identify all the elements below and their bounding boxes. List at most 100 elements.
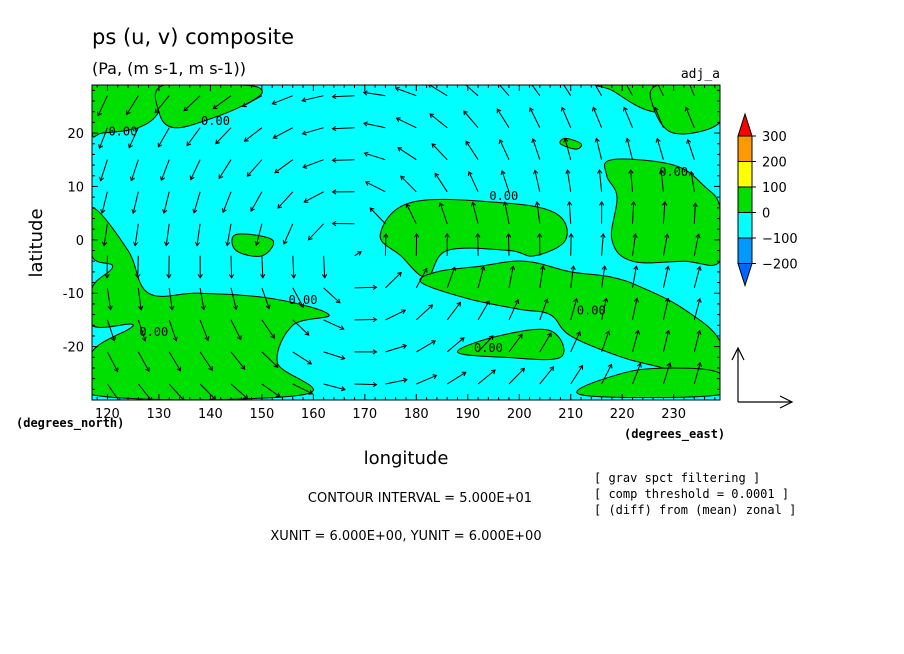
wind-vector <box>462 85 479 97</box>
x-tick-label: 160 <box>301 407 326 422</box>
filter-line-3: [ (diff) from (mean) zonal ] <box>594 503 796 517</box>
wind-vector <box>243 127 263 142</box>
contour-region-4 <box>603 158 720 266</box>
x-tick-label: 220 <box>610 407 635 422</box>
reference-vector <box>731 346 794 409</box>
wind-vector <box>250 191 263 212</box>
wind-vector <box>477 265 486 289</box>
wind-vector <box>321 255 328 279</box>
wind-vector <box>166 255 172 279</box>
wind-vector <box>405 203 417 225</box>
wind-vector <box>662 265 671 289</box>
wind-vector <box>626 85 633 96</box>
wind-vector <box>622 106 633 128</box>
wind-vector <box>272 127 294 139</box>
contour-region-8 <box>456 328 565 361</box>
contour-label-7: 0.00 <box>474 341 503 355</box>
wind-vector <box>570 331 581 353</box>
wind-vector <box>496 108 510 128</box>
wind-vector <box>566 200 573 224</box>
wind-vector <box>508 367 526 385</box>
wind-vector <box>632 297 639 321</box>
colorbar-cap-bottom <box>737 263 753 288</box>
wind-vector <box>126 95 139 116</box>
wind-vector <box>568 232 574 256</box>
wind-vector <box>693 265 702 289</box>
wind-vector <box>463 110 479 129</box>
wind-vector <box>260 255 266 279</box>
wind-vector <box>197 255 203 279</box>
x-tick-label: 190 <box>455 407 480 422</box>
wind-vector <box>331 220 355 227</box>
wind-vector <box>137 351 150 373</box>
wind-vector <box>183 95 201 112</box>
x-unit-label: (degrees_east) <box>624 427 725 442</box>
wind-vector <box>477 335 494 353</box>
wind-vector <box>531 85 541 96</box>
wind-vector <box>277 191 294 209</box>
wind-vector <box>594 85 603 96</box>
wind-vector <box>261 287 271 310</box>
wind-vector <box>199 287 206 311</box>
wind-vector <box>662 233 670 256</box>
wind-vector <box>199 351 213 371</box>
wind-vector <box>157 127 170 148</box>
wind-vector <box>413 232 420 256</box>
experiment-tag: adj_a <box>681 67 720 82</box>
wind-vector <box>438 202 448 224</box>
wind-vector <box>354 284 378 291</box>
wind-vector <box>246 159 263 177</box>
wind-vector <box>529 107 541 128</box>
wind-vector <box>230 383 249 400</box>
wind-vector <box>599 200 605 224</box>
wind-vector <box>215 127 232 145</box>
wind-vector <box>446 337 465 353</box>
wind-vector <box>133 223 139 247</box>
wind-vector <box>662 297 671 321</box>
wind-vector <box>662 200 668 224</box>
contour-label-3: 0.00 <box>659 165 688 179</box>
colorbar-label: 0 <box>762 207 770 222</box>
contour-label-6: 0.00 <box>577 304 606 318</box>
wind-vector <box>508 265 516 288</box>
x-axis-label: longitude <box>364 448 449 469</box>
wind-vector <box>194 223 201 247</box>
wind-vector <box>628 168 634 192</box>
chart-subtitle: (Pa, (m s-1, m s-1)) <box>92 59 246 78</box>
x-tick-label: 210 <box>558 407 583 422</box>
y-unit-label: (degrees_north) <box>16 416 124 431</box>
wind-vector <box>693 297 702 321</box>
wind-vector <box>625 137 633 160</box>
filled-contours <box>92 85 720 400</box>
chart-title: ps (u, v) composite <box>92 25 294 49</box>
wind-vector <box>563 137 572 160</box>
colorbar-label: 100 <box>762 181 787 196</box>
wind-vector <box>601 297 609 321</box>
wind-vector <box>508 333 523 353</box>
wind-vector <box>212 95 232 110</box>
colorbar-cap-top <box>737 112 753 137</box>
wind-vector <box>508 299 520 321</box>
wind-vector <box>475 232 481 256</box>
wind-vector <box>362 90 386 97</box>
wind-vector <box>383 232 389 256</box>
wind-vector <box>128 127 139 149</box>
wind-vector <box>302 159 324 169</box>
wind-vector <box>137 383 153 400</box>
wind-vector <box>271 95 293 105</box>
wind-vector <box>477 369 496 385</box>
wind-vector <box>274 159 294 174</box>
wind-vector <box>301 95 324 103</box>
colorbar-label: −100 <box>762 232 798 247</box>
wind-vector <box>135 255 141 279</box>
wind-vector <box>601 363 613 385</box>
wind-vector <box>563 85 572 96</box>
wind-vector <box>415 267 428 289</box>
wind-vector <box>323 319 345 331</box>
wind-vector <box>505 232 512 256</box>
x-tick-label: 120 <box>95 407 120 422</box>
wind-vector <box>429 113 448 129</box>
x-tick-label: 140 <box>198 407 223 422</box>
wind-vector <box>99 159 108 182</box>
